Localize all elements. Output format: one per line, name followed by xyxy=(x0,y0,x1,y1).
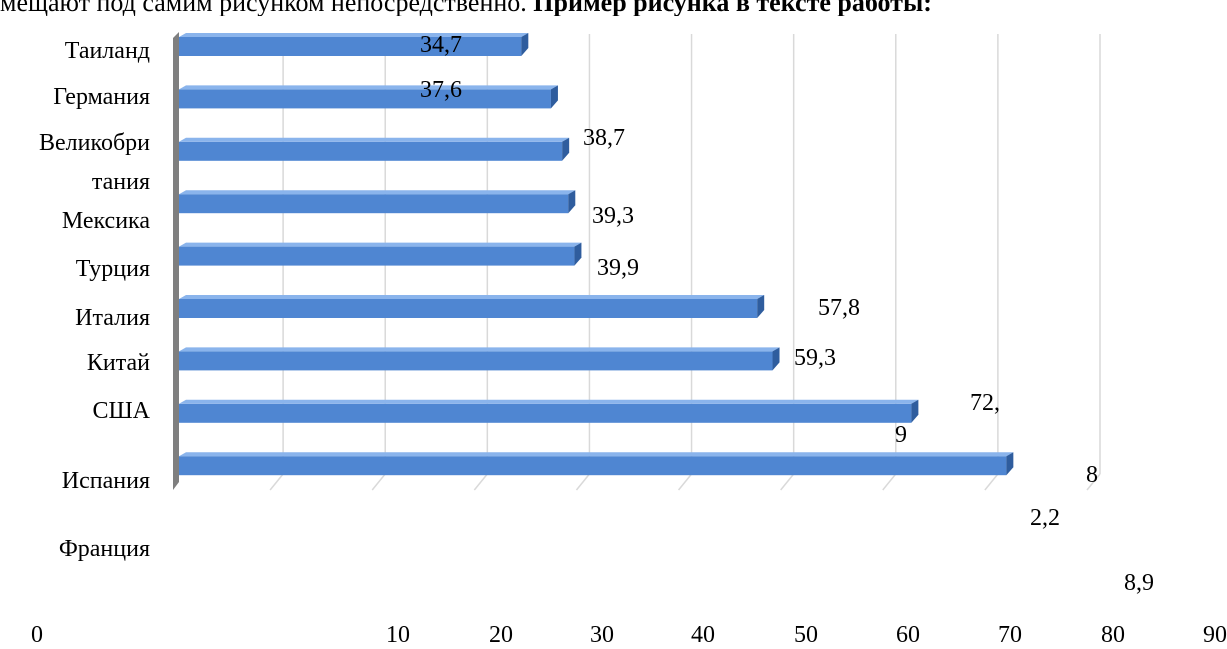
data-label: 57,8 xyxy=(818,295,860,321)
bar-end xyxy=(772,347,780,371)
header-text: мещают под самим рисунком непосредственн… xyxy=(0,0,527,16)
gridline-floor xyxy=(575,473,591,491)
gridline-floor xyxy=(269,473,284,491)
data-label: 59,3 xyxy=(794,345,836,371)
gridline-floor xyxy=(677,473,693,491)
x-tick-label: 60 xyxy=(896,622,920,648)
gridline-floor xyxy=(1086,473,1101,491)
bar-top xyxy=(179,399,919,404)
bar-end xyxy=(1006,452,1014,476)
bar-end xyxy=(568,190,576,214)
data-label: 72, xyxy=(970,390,1000,416)
bar xyxy=(179,295,765,318)
category-label: Германия xyxy=(53,84,150,110)
bar xyxy=(179,347,780,371)
data-label: 8 xyxy=(1086,462,1098,488)
chart-left-wall xyxy=(173,32,179,490)
bar-top xyxy=(179,33,529,37)
bar-front xyxy=(179,403,912,423)
gridline-floor xyxy=(371,473,386,491)
bar-end xyxy=(550,85,558,109)
bar-top xyxy=(179,85,558,90)
header-bold-text: Пример рисунка в тексте работы: xyxy=(533,0,932,16)
bars xyxy=(179,33,1014,476)
bar xyxy=(179,399,919,423)
gridline-floor xyxy=(882,473,897,491)
category-label: Италия xyxy=(75,305,150,331)
data-label: 34,7 xyxy=(420,32,462,58)
bar-front xyxy=(179,37,522,56)
x-tick-label: 80 xyxy=(1101,622,1125,648)
data-labels: 34,7 37,6 38,7 39,3 39,9 57,8 59,3 72, 9 8 2,2 8,9 xyxy=(420,32,1154,596)
x-tick-labels: 0 10 20 30 40 50 60 70 80 90 xyxy=(31,622,1227,648)
bar xyxy=(179,137,570,161)
bar-front xyxy=(179,194,569,214)
category-label: Франция xyxy=(59,536,150,562)
bar-front xyxy=(179,246,575,266)
bar xyxy=(179,85,558,109)
x-tick-label: 70 xyxy=(998,622,1022,648)
page-header-text: мещают под самим рисунком непосредственн… xyxy=(0,0,1227,16)
chart-wall xyxy=(173,32,179,490)
bar xyxy=(179,452,1014,476)
x-tick-label: 30 xyxy=(590,622,614,648)
category-label: США xyxy=(92,398,150,424)
data-label: 38,7 xyxy=(583,125,625,151)
bar-front xyxy=(179,141,563,161)
bar-end xyxy=(562,137,570,161)
bar-top xyxy=(179,242,582,247)
data-label: 37,6 xyxy=(420,77,462,103)
category-labels: Таиланд Германия Великобри тания Мексика Турц… xyxy=(39,38,151,562)
data-label: 8,9 xyxy=(1124,570,1154,596)
data-label: 9 xyxy=(895,422,907,448)
bar-front xyxy=(179,456,1007,476)
category-label: Испания xyxy=(62,468,150,494)
category-label: Мексика xyxy=(62,208,151,234)
category-label: тания xyxy=(92,169,150,195)
bar-top xyxy=(179,347,780,352)
bar-top xyxy=(179,452,1014,457)
x-tick-label: 20 xyxy=(489,622,513,648)
gridline-floor xyxy=(473,473,488,491)
bar xyxy=(179,33,529,56)
x-tick-label: 90 xyxy=(1203,622,1227,648)
gridline-floor xyxy=(984,473,999,491)
category-label: Китай xyxy=(87,350,150,376)
data-label: 39,3 xyxy=(592,203,634,229)
bar-top xyxy=(179,190,576,195)
bar-front xyxy=(179,351,773,371)
bar-end xyxy=(911,399,919,423)
category-label: Великобри xyxy=(39,130,150,156)
data-label: 39,9 xyxy=(597,255,639,281)
x-tick-label: 50 xyxy=(794,622,818,648)
bar-front xyxy=(179,89,551,109)
bar-end xyxy=(757,295,765,318)
data-label: 2,2 xyxy=(1030,505,1060,531)
bar xyxy=(179,190,576,214)
gridline-floor xyxy=(780,473,795,491)
category-label: Турция xyxy=(76,256,150,282)
bar-end xyxy=(574,242,582,266)
bar xyxy=(179,242,582,266)
bar-end xyxy=(521,33,529,56)
bar-top xyxy=(179,295,765,299)
x-tick-label: 40 xyxy=(691,622,715,648)
bar-top xyxy=(179,137,570,142)
bar-front xyxy=(179,299,758,318)
category-label: Таиланд xyxy=(65,38,150,64)
x-tick-label: 0 xyxy=(31,622,43,648)
x-tick-label: 10 xyxy=(386,622,410,648)
